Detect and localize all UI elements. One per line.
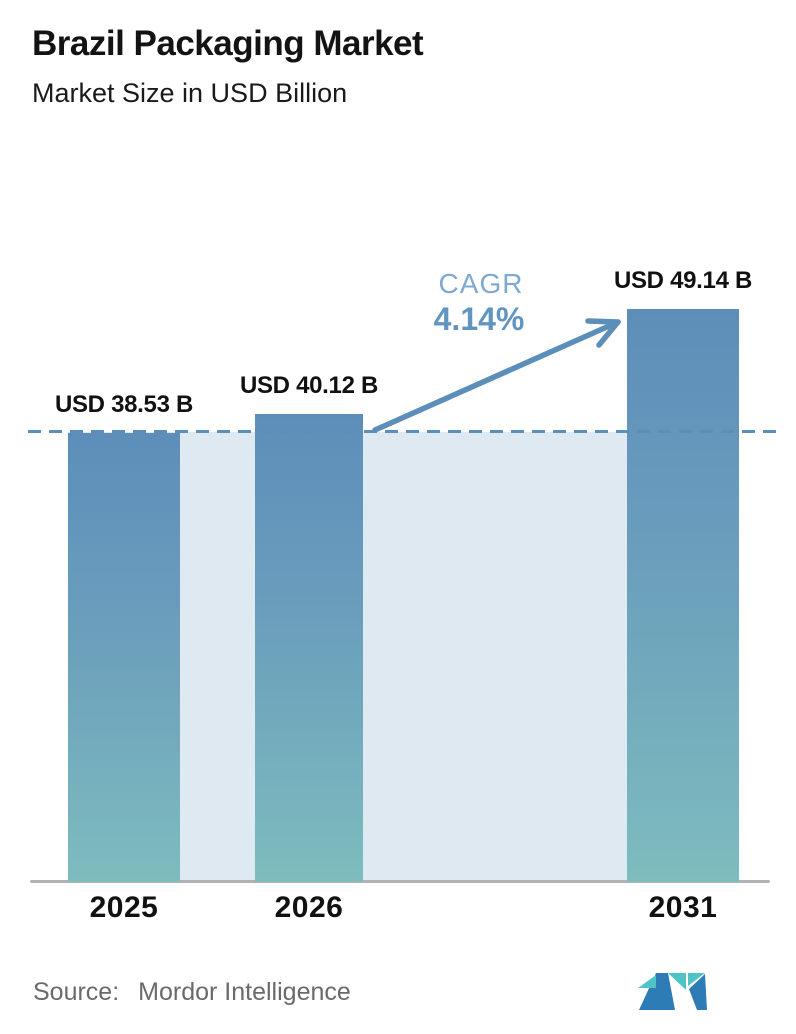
source-name: Mordor Intelligence xyxy=(138,978,351,1006)
cagr-arrow-icon xyxy=(372,318,621,433)
cagr-value: 4.14% xyxy=(433,301,525,337)
bar-2025 xyxy=(68,433,180,882)
chart-title: Brazil Packaging Market xyxy=(32,24,424,63)
chart-subtitle: Market Size in USD Billion xyxy=(32,78,348,108)
bar-value-label: USD 40.12 B xyxy=(239,372,379,399)
dashed-reference-line xyxy=(28,430,784,433)
cagr-label: CAGR xyxy=(438,268,524,299)
source-label: Source: xyxy=(33,978,120,1006)
bar-2026 xyxy=(255,414,363,882)
bar-group-2026: USD 40.12 B xyxy=(240,372,378,882)
bar-value-label: USD 38.53 B xyxy=(54,391,194,418)
source-row: Source: Mordor Intelligence xyxy=(33,978,351,1007)
bar-value-label: USD 49.14 B xyxy=(613,267,753,294)
bar-group-2025: USD 38.53 B xyxy=(55,391,193,882)
mordor-intelligence-logo-icon xyxy=(638,973,707,1010)
bar-2031 xyxy=(627,309,739,882)
x-axis-line xyxy=(30,880,770,883)
x-tick-2026: 2026 xyxy=(274,891,344,924)
x-tick-2025: 2025 xyxy=(89,891,159,924)
x-tick-2031: 2031 xyxy=(648,891,718,924)
bar-group-2031: USD 49.14 B xyxy=(614,267,752,882)
